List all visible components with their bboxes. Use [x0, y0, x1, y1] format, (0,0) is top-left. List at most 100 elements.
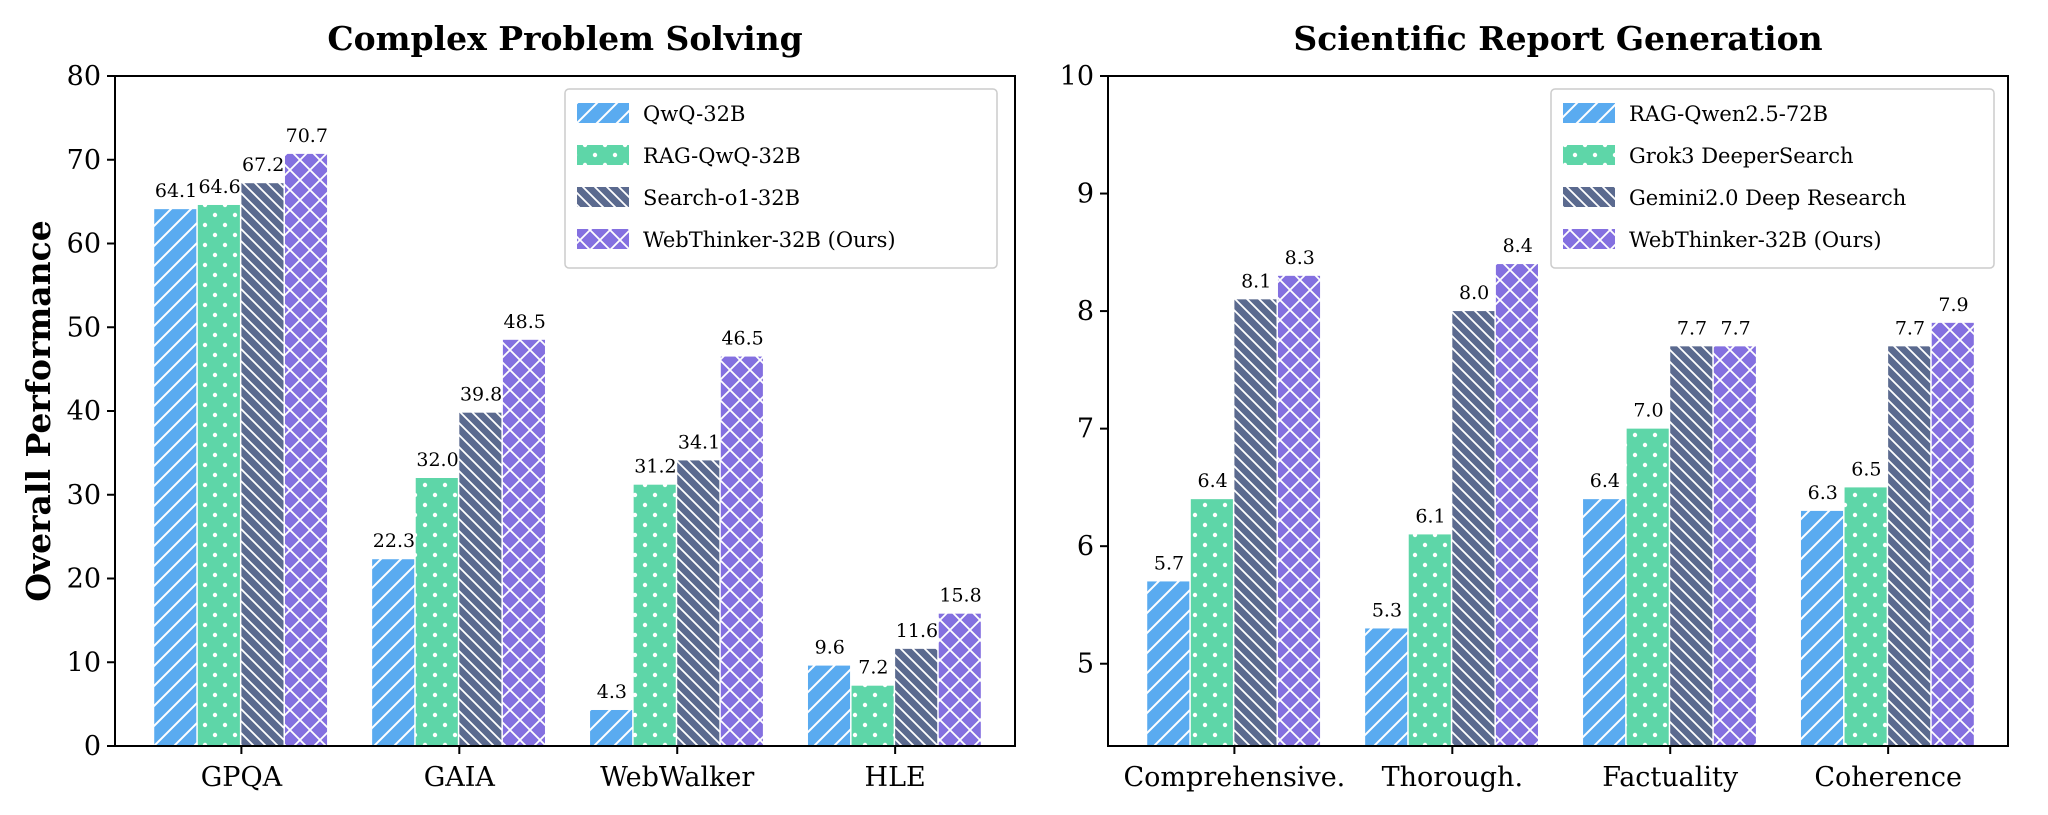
x-tick-label: HLE [865, 762, 926, 793]
bar-value-label: 64.6 [198, 176, 240, 198]
bar-value-label: 6.5 [1851, 458, 1881, 480]
bar [1452, 311, 1495, 746]
y-tick-label: 8 [1077, 296, 1094, 327]
legend-label: Search-o1-32B [643, 186, 800, 210]
bar [1626, 428, 1669, 746]
legend-label: QwQ-32B [643, 102, 745, 126]
legend-swatch [1563, 103, 1615, 123]
bar-value-label: 64.1 [155, 180, 197, 202]
bar-value-label: 6.4 [1197, 470, 1227, 492]
y-tick-label: 10 [1060, 61, 1094, 92]
bar-value-label: 11.6 [896, 620, 938, 642]
bar [1495, 264, 1538, 746]
bar-value-label: 8.0 [1459, 282, 1489, 304]
y-tick-label: 40 [67, 396, 101, 427]
x-tick-label: GAIA [424, 762, 496, 793]
legend-swatch [577, 229, 629, 249]
bar-value-label: 7.7 [1677, 317, 1707, 339]
y-tick-label: 7 [1077, 414, 1094, 445]
legend-swatch [1563, 145, 1615, 165]
bar-value-label: 7.2 [858, 657, 888, 679]
x-tick-label: Comprehensive. [1124, 762, 1346, 793]
bar [1713, 346, 1756, 746]
axes-frame [1107, 75, 2009, 747]
bar [1234, 299, 1277, 746]
x-tick-label: WebWalker [600, 762, 754, 793]
chart-title: Complex Problem Solving [327, 19, 802, 58]
bar-value-label: 4.3 [597, 681, 627, 703]
bar [1583, 499, 1626, 746]
bar-value-label: 6.3 [1808, 482, 1838, 504]
x-tick-label: Thorough. [1382, 762, 1523, 793]
bar [502, 339, 545, 746]
bar-value-label: 5.7 [1154, 552, 1184, 574]
y-tick-label: 10 [67, 647, 101, 678]
legend-label: Gemini2.0 Deep Research [1629, 186, 1906, 210]
chart-0: 64.1 22.3 4.3 9.6 64.6 32.0 31.2 7.2 67.2 39.8 34.… [19, 19, 1016, 793]
x-tick-label: Coherence [1814, 762, 1962, 793]
x-tick-label: Factuality [1602, 762, 1739, 793]
bar [459, 412, 502, 746]
y-tick-label: 60 [67, 229, 101, 260]
y-tick-label: 0 [84, 731, 101, 762]
bar [1190, 499, 1233, 746]
bar-value-label: 67.2 [242, 154, 284, 176]
bar-value-label: 32.0 [416, 449, 458, 471]
y-tick-label: 20 [67, 564, 101, 595]
bar-value-label: 48.5 [504, 311, 546, 333]
bar-value-label: 5.3 [1372, 599, 1402, 621]
bar [154, 209, 197, 747]
legend-label: Grok3 DeeperSearch [1629, 144, 1853, 168]
y-axis-label: Overall Performance [19, 220, 58, 602]
legend-label: RAG-QwQ-32B [643, 144, 801, 168]
bar-value-label: 34.1 [678, 431, 720, 453]
bar [1277, 275, 1321, 746]
chart-title: Scientific Report Generation [1293, 19, 1822, 58]
bar-value-label: 6.1 [1415, 505, 1445, 527]
legend-swatch [577, 187, 629, 207]
bar [1408, 534, 1451, 746]
y-tick-label: 6 [1077, 531, 1094, 562]
bar-value-label: 7.9 [1938, 294, 1968, 316]
bar [241, 183, 284, 746]
bar-value-label: 9.6 [815, 637, 845, 659]
bar [1800, 510, 1844, 746]
bar [720, 356, 763, 746]
legend-swatch [1563, 187, 1615, 207]
bar [1931, 322, 1974, 746]
bar [1670, 346, 1713, 746]
bar [590, 709, 633, 746]
y-tick-label: 9 [1077, 179, 1094, 210]
bar [415, 478, 458, 746]
bar [197, 204, 240, 747]
bar-value-label: 6.4 [1590, 470, 1620, 492]
bar-value-label: 8.1 [1241, 270, 1271, 292]
bar-value-label: 7.7 [1720, 317, 1750, 339]
bar-value-label: 70.7 [286, 125, 328, 147]
bar-value-label: 7.7 [1895, 317, 1925, 339]
y-tick-label: 50 [67, 312, 101, 343]
bar-value-label: 15.8 [939, 585, 981, 607]
bar [851, 685, 894, 746]
legend-label: RAG-Qwen2.5-72B [1629, 102, 1828, 126]
bar [1147, 581, 1190, 746]
bar [372, 559, 415, 746]
bar-value-label: 8.3 [1285, 247, 1315, 269]
legend-swatch [1563, 229, 1615, 249]
bar [895, 648, 938, 746]
bar [284, 153, 328, 746]
bar-value-label: 46.5 [721, 328, 763, 350]
x-tick-label: GPQA [201, 762, 283, 793]
bar [1888, 346, 1931, 746]
y-tick-label: 30 [67, 480, 101, 511]
legend-label: WebThinker-32B (Ours) [643, 228, 896, 252]
bar [1365, 628, 1408, 746]
bar [938, 613, 981, 746]
bar [1844, 487, 1887, 746]
legend-label: WebThinker-32B (Ours) [1629, 228, 1882, 252]
bar-value-label: 39.8 [460, 384, 502, 406]
bar [807, 665, 851, 746]
bar [633, 484, 676, 746]
bar-value-label: 31.2 [634, 456, 676, 478]
